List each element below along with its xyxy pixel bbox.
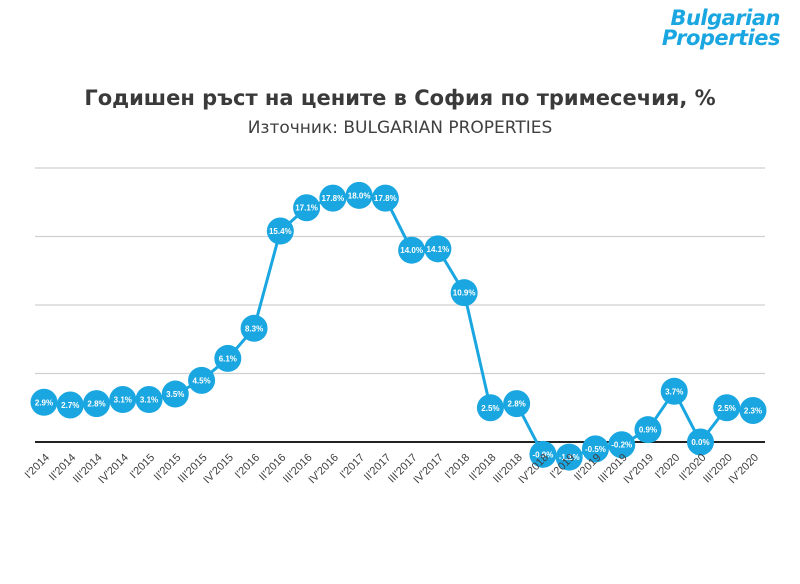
data-point [214,344,242,372]
data-point [345,181,373,209]
logo-line-2: Properties [661,26,781,50]
data-label: 14.1% [427,245,450,254]
data-label: 2.9% [35,398,53,407]
data-point [56,391,84,419]
data-point [30,388,58,416]
data-label: -0.5% [585,445,606,454]
data-label: 2.3% [744,406,762,415]
data-point [634,416,662,444]
data-label: 2.8% [87,400,105,409]
logo-line-1: Bulgarian [670,6,780,30]
data-point [109,386,137,414]
data-point [686,428,714,456]
data-label: 3.1% [140,396,158,405]
data-point [371,184,399,212]
data-label: 6.1% [219,354,237,363]
data-point [188,366,216,394]
data-point [581,435,609,463]
x-tick-label: IV'2014 [96,452,131,487]
data-point [529,440,557,468]
data-point [161,380,189,408]
x-tick-label: IV'2017 [411,452,446,487]
data-point [135,386,163,414]
data-point [503,390,531,418]
data-point [713,394,741,422]
chart-subtitle: Източник: BULGARIAN PROPERTIES [247,118,553,138]
data-point [293,194,321,222]
data-label: 17.8% [374,194,397,203]
data-label: -1.1% [559,453,580,462]
data-label: 3.5% [166,390,184,399]
data-point [555,443,583,471]
data-label: -0.9% [532,450,553,459]
data-label: 10.9% [453,289,476,298]
data-label: 0.9% [639,426,657,435]
data-label: 18.0% [348,191,371,200]
data-point [424,235,452,263]
data-label: 2.8% [508,400,526,409]
data-label: 17.1% [295,204,318,213]
data-point [83,390,111,418]
data-point [266,217,294,245]
data-label: 2.5% [718,404,736,413]
data-label: 17.8% [322,194,345,203]
x-tick-label: IV'2015 [201,452,236,487]
data-point [660,377,688,405]
data-point [608,431,636,459]
data-point [450,279,478,307]
data-label: 14.0% [400,246,423,255]
chart-title: Годишен ръст на цените в София по тримес… [84,86,716,110]
data-label: 15.4% [269,227,292,236]
data-label: 8.3% [245,324,263,333]
data-point [739,396,767,424]
data-point [476,394,504,422]
x-tick-label: IV'2020 [726,452,761,487]
data-label: 0.0% [691,438,709,447]
brand-logo: Bulgarian Properties [661,6,781,50]
data-point [398,236,426,264]
data-label: 3.1% [114,396,132,405]
data-label: 2.7% [61,401,79,410]
data-point [319,184,347,212]
data-label: 3.7% [665,387,683,396]
data-label: -0.2% [611,441,632,450]
data-label: 2.5% [481,404,499,413]
x-tick-label: IV'2016 [306,452,341,487]
data-label: 4.5% [192,376,210,385]
data-point [240,314,268,342]
